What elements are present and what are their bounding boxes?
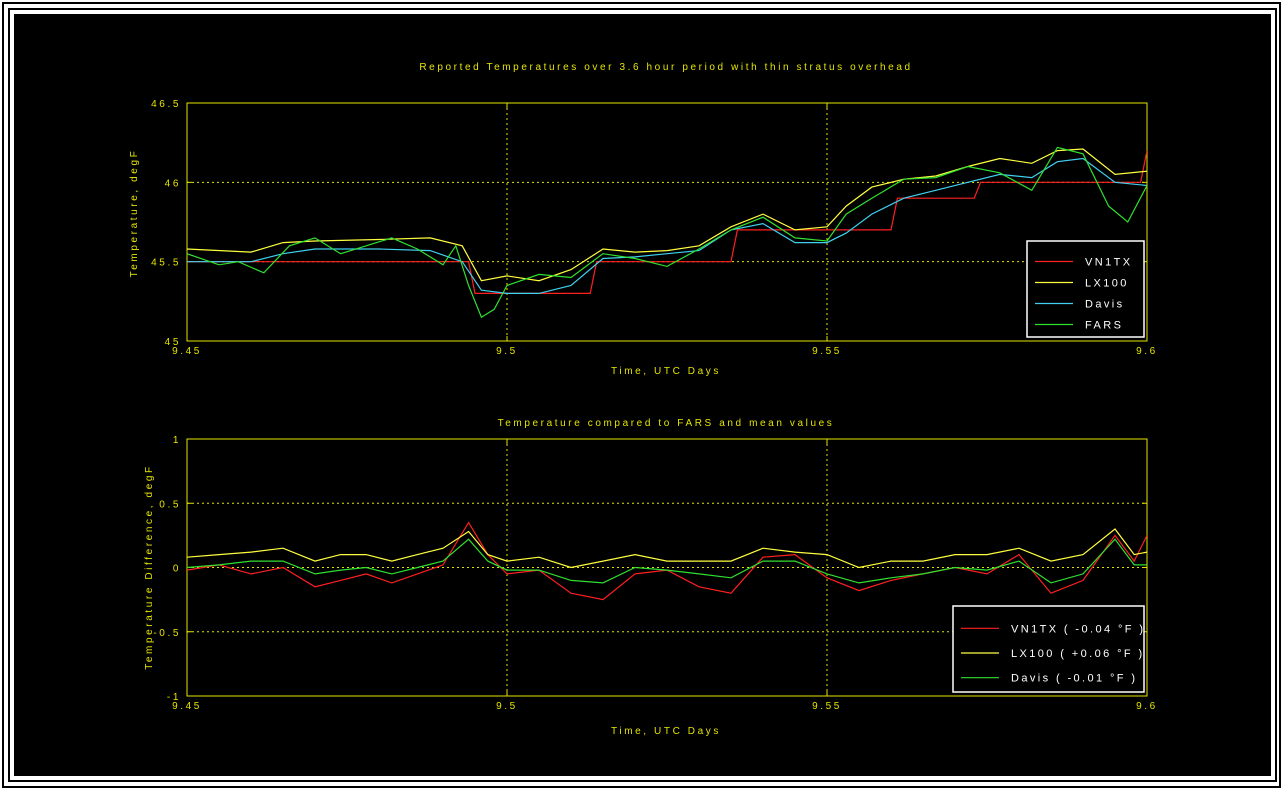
x-tick-label: 9.6 <box>1136 701 1158 712</box>
plot-axes-box <box>186 102 1148 342</box>
series-line-fars <box>187 146 1147 319</box>
y-tick-label: -1 <box>167 692 181 703</box>
bottom-plot-xlabel: Time, UTC Days <box>611 726 721 737</box>
x-tick-label: 9.6 <box>1136 346 1158 357</box>
legend: VN1TX LX100 Davis FARS <box>1026 240 1145 338</box>
series-line-lx100 <box>187 148 1147 282</box>
x-tick-label: 9.5 <box>496 346 518 357</box>
x-tick-label: 9.45 <box>172 701 202 712</box>
x-tick-label: 9.55 <box>812 346 842 357</box>
x-tick-label: 9.55 <box>812 701 842 712</box>
series-line-lx100 <box>187 528 1147 569</box>
y-tick-label: 45.5 <box>151 258 181 269</box>
y-tick-label: 0 <box>173 564 181 575</box>
series-line-vn1tx <box>187 150 1147 294</box>
legend-label: Davis <box>1085 299 1125 311</box>
series-line-davis <box>187 538 1147 584</box>
x-tick-label: 9.5 <box>496 701 518 712</box>
legend-label: LX100 ( +0.06 °F ) <box>1011 648 1145 660</box>
legend-label: FARS <box>1085 320 1123 332</box>
y-tick-label: 46 <box>165 178 181 189</box>
y-tick-label: -0.5 <box>153 628 181 639</box>
legend-label: VN1TX ( -0.04 °F ) <box>1011 623 1145 635</box>
series-line-vn1tx <box>187 521 1147 601</box>
top-plot-ylabel: Temperature, degF <box>129 149 140 278</box>
y-tick-label: 46.5 <box>151 99 181 110</box>
top-plot-title: Reported Temperatures over 3.6 hour peri… <box>419 62 912 73</box>
y-tick-label: 1 <box>173 435 181 446</box>
y-tick-label: 45 <box>165 337 181 348</box>
bottom-plot: Temperature compared to FARS and mean va… <box>144 418 1158 737</box>
legend: VN1TX ( -0.04 °F ) LX100 ( +0.06 °F ) Davi… <box>952 605 1145 693</box>
x-tick-label: 9.45 <box>172 346 202 357</box>
legend-box <box>1026 240 1145 338</box>
legend-label: VN1TX <box>1085 257 1132 269</box>
top-plot: Reported Temperatures over 3.6 hour peri… <box>129 62 1158 377</box>
y-tick-label: 0.5 <box>159 499 181 510</box>
legend-label: Davis ( -0.01 °F ) <box>1011 673 1137 685</box>
bottom-plot-title: Temperature compared to FARS and mean va… <box>498 418 835 429</box>
bottom-plot-ylabel: Temperature Difference, degF <box>144 464 155 669</box>
legend-label: LX100 <box>1085 278 1129 290</box>
top-plot-xlabel: Time, UTC Days <box>611 366 721 377</box>
series-line-davis <box>187 157 1147 294</box>
